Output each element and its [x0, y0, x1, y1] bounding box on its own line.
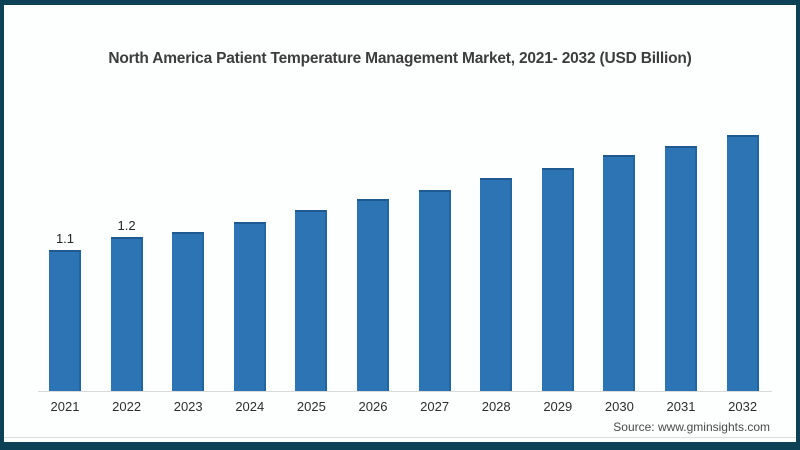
chart-title: North America Patient Temperature Manage…: [108, 50, 692, 67]
x-axis-label-2032: 2032: [728, 399, 758, 414]
x-axis-label-2028: 2028: [481, 399, 511, 414]
bar-2021: [49, 250, 81, 391]
bar-2023: [172, 232, 205, 391]
bar-2029: [541, 168, 574, 391]
x-axis-label-2029: 2029: [543, 399, 573, 414]
source-attribution: Source: www.gminsights.com: [613, 420, 770, 434]
x-axis-label-2031: 2031: [666, 399, 696, 414]
x-axis-label-2027: 2027: [420, 399, 450, 414]
bar-2030: [603, 155, 636, 391]
bar-chart-plot-area: 1.1 2021 1.2 2022 2023 2024 2025 2026 2027 2028 20…: [38, 110, 772, 414]
x-axis-label-2022: 2022: [112, 399, 142, 414]
x-axis-label-2021: 2021: [50, 399, 80, 414]
bar-value-label-2021: 1.1: [55, 231, 75, 246]
x-axis-label-2026: 2026: [358, 399, 388, 414]
bar-2027: [418, 190, 451, 391]
bar-2025: [295, 210, 328, 391]
bar-2028: [480, 178, 513, 391]
x-axis-label-2025: 2025: [296, 399, 326, 414]
footer-divider: [4, 437, 796, 438]
x-axis-label-2024: 2024: [235, 399, 265, 414]
bar-2031: [665, 146, 697, 391]
x-axis-label-2023: 2023: [173, 399, 203, 414]
bar-2032: [726, 135, 759, 391]
bar-2026: [357, 199, 389, 391]
bar-2022: [110, 237, 143, 391]
bar-2024: [233, 222, 266, 391]
x-axis-label-2030: 2030: [604, 399, 634, 414]
bar-value-label-2022: 1.2: [117, 218, 136, 233]
